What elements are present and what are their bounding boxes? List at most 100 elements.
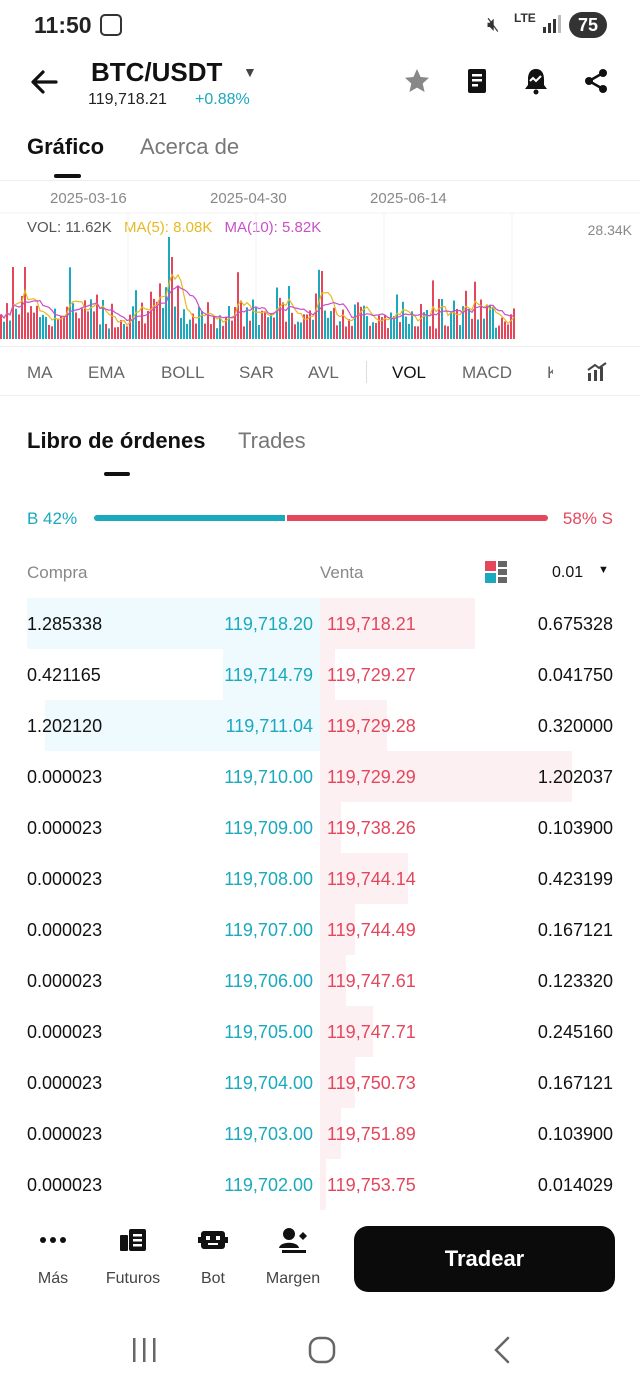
tab-orderbook[interactable]: Libro de órdenes [27, 428, 206, 453]
buy-quantity: 0.000023 [27, 920, 103, 940]
precision-select[interactable]: 0.01 [552, 564, 584, 581]
orderbook-row[interactable]: 0.000023 119,703.00 119,751.89 0.103900 [0, 1108, 640, 1159]
orderbook-row[interactable]: 0.000023 119,710.00 119,729.29 1.202037 [0, 751, 640, 802]
buy-quantity: 0.000023 [27, 767, 103, 787]
battery-indicator: 75 [569, 12, 607, 38]
sell-price: 119,729.27 [327, 665, 416, 685]
buy-quantity: 0.421165 [27, 665, 101, 685]
orderbook-row[interactable]: 1.202120 119,711.04 119,729.28 0.320000 [0, 700, 640, 751]
sell-depth-bar [320, 700, 387, 751]
orderbook-row[interactable]: 0.000023 119,705.00 119,747.71 0.245160 [0, 1006, 640, 1057]
sell-price: 119,729.29 [327, 767, 416, 787]
buy-price: 119,714.79 [224, 665, 313, 685]
sell-price: 119,744.49 [327, 920, 416, 940]
buy-quantity: 0.000023 [27, 818, 103, 838]
trade-button[interactable]: Tradear [354, 1226, 615, 1292]
tab-about[interactable]: Acerca de [140, 134, 240, 159]
star-icon[interactable] [402, 66, 432, 96]
indicator-avl[interactable]: AVL [308, 363, 339, 382]
sell-depth-bar [320, 904, 355, 955]
bot-label: Bot [200, 1270, 225, 1287]
sell-price: 119,729.28 [327, 716, 416, 736]
back-arrow-icon[interactable] [28, 66, 60, 98]
sell-price: 119,747.61 [327, 971, 416, 991]
orderbook-row[interactable]: 1.285338 119,718.20 119,718.21 0.675328 [0, 598, 640, 649]
sell-depth-bar [320, 1006, 373, 1057]
orderbook-row[interactable]: 0.000023 119,704.00 119,750.73 0.167121 [0, 1057, 640, 1108]
tab-trades[interactable]: Trades [238, 428, 306, 453]
orderbook-row[interactable]: 0.000023 119,707.00 119,744.49 0.167121 [0, 904, 640, 955]
pair-title[interactable]: BTC/USDT [91, 57, 223, 87]
vol-value: VOL: 11.62K [27, 219, 112, 236]
dots-icon [40, 1237, 66, 1243]
date-label: 2025-06-14 [370, 190, 447, 207]
sell-quantity: 0.167121 [537, 1073, 613, 1093]
indicator-ema[interactable]: EMA [88, 363, 125, 382]
buy-price: 119,711.04 [225, 716, 313, 736]
buy-price: 119,718.20 [224, 614, 313, 634]
home-icon[interactable] [302, 1330, 342, 1370]
buy-price: 119,706.00 [224, 971, 313, 991]
orderbook-header: Compra Venta 0.01 ▼ [0, 560, 640, 590]
orderbook-row[interactable]: 0.421165 119,714.79 119,729.27 0.041750 [0, 649, 640, 700]
chart-settings-icon[interactable] [586, 361, 608, 383]
alert-icon[interactable] [521, 66, 551, 96]
sell-quantity: 1.202037 [537, 767, 613, 787]
sell-price: 119,744.14 [327, 869, 416, 889]
sell-depth-bar [320, 1159, 326, 1210]
volume-chart[interactable]: 2025-03-16 2025-04-30 2025-06-14 VOL: 11… [0, 180, 640, 346]
buy-quantity: 0.000023 [27, 1022, 103, 1042]
orderbook-row[interactable]: 0.000023 119,708.00 119,744.14 0.423199 [0, 853, 640, 904]
volume-legend: VOL: 11.62K MA(5): 8.08K MA(10): 5.82K [27, 219, 329, 236]
indicator-macd[interactable]: MACD [462, 363, 513, 382]
layout-icon[interactable] [484, 560, 508, 584]
recents-icon[interactable] [124, 1330, 164, 1370]
book-icon[interactable] [462, 66, 492, 96]
sell-quantity: 0.245160 [537, 1022, 613, 1042]
system-nav-bar [0, 1312, 640, 1387]
bot-icon [198, 1231, 228, 1249]
more-button[interactable]: Más [13, 1222, 93, 1288]
orderbook-tabs: Libro de órdenes Trades [0, 428, 640, 478]
buy-price: 119,704.00 [224, 1073, 313, 1093]
buy-price: 119,707.00 [224, 920, 313, 940]
sell-depth-bar [320, 1057, 355, 1108]
sell-price: 119,753.75 [327, 1175, 416, 1195]
indicator-boll[interactable]: BOLL [161, 363, 205, 382]
mute-icon: 🔇︎ [487, 14, 500, 36]
orderbook-row[interactable]: 0.000023 119,709.00 119,738.26 0.103900 [0, 802, 640, 853]
buy-quantity: 0.000023 [27, 971, 103, 991]
bottom-action-bar: Más Futuros Bot Margen Tradear [0, 1222, 640, 1302]
buy-ratio-label: B 42% [27, 509, 78, 528]
buy-price: 119,709.00 [224, 818, 313, 838]
sell-ratio-bar [287, 515, 548, 521]
tab-indicator [54, 174, 81, 178]
buy-price: 119,710.00 [224, 767, 313, 787]
more-label: Más [37, 1270, 69, 1287]
indicator-sar[interactable]: SAR [239, 363, 274, 382]
orderbook-row[interactable]: 0.000023 119,702.00 119,753.75 0.014029 [0, 1159, 640, 1210]
sell-depth-bar [320, 1108, 341, 1159]
sell-price: 119,750.73 [327, 1073, 416, 1093]
sell-depth-bar [320, 751, 572, 802]
buy-quantity: 0.000023 [27, 1124, 103, 1144]
buy-quantity: 0.000023 [27, 1073, 103, 1093]
pair-dropdown-icon[interactable]: ▼ [243, 64, 257, 80]
buy-quantity: 0.000023 [27, 869, 103, 889]
futures-button[interactable]: Futuros [93, 1222, 173, 1288]
share-icon[interactable] [581, 66, 611, 96]
bot-button[interactable]: Bot [173, 1222, 253, 1288]
indicator-vol[interactable]: VOL [392, 363, 427, 382]
indicator-ma[interactable]: MA [27, 363, 53, 382]
nav-back-icon[interactable] [482, 1330, 522, 1370]
chevron-down-icon[interactable]: ▼ [598, 564, 609, 576]
indicator-kdj[interactable]: K [547, 363, 553, 382]
buy-price: 119,702.00 [224, 1175, 313, 1195]
margin-icon [279, 1228, 307, 1253]
tab-chart[interactable]: Gráfico [27, 134, 105, 159]
margin-button[interactable]: Margen [253, 1222, 333, 1288]
volume-max-label: 28.34K [587, 222, 632, 238]
margin-label: Margen [265, 1270, 321, 1287]
orderbook-row[interactable]: 0.000023 119,706.00 119,747.61 0.123320 [0, 955, 640, 1006]
sell-quantity: 0.167121 [537, 920, 613, 940]
